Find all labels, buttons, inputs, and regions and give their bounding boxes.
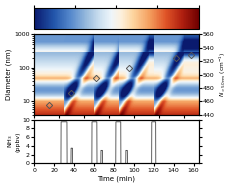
X-axis label: Time (min): Time (min) — [97, 175, 135, 182]
Y-axis label: $N_{>50\,\mathrm{nm}}$ (cm$^{-1}$): $N_{>50\,\mathrm{nm}}$ (cm$^{-1}$) — [217, 52, 228, 97]
Y-axis label: Diameter (nm): Diameter (nm) — [5, 49, 12, 100]
Y-axis label: NH$_3$
(ppbv): NH$_3$ (ppbv) — [6, 131, 21, 152]
